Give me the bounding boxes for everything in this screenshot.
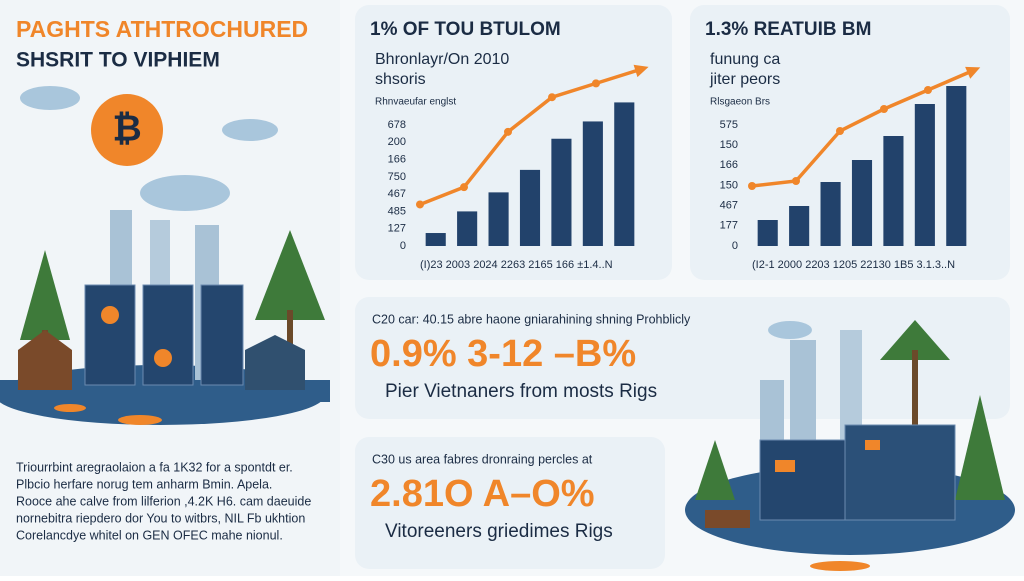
line-point bbox=[836, 127, 844, 135]
bar bbox=[851, 160, 873, 246]
cards: C20 car: 40.15 abre haone gniarahining s… bbox=[370, 312, 691, 542]
bar bbox=[582, 121, 603, 246]
header-subtitle: SHSRIT TO VIPHIEM bbox=[16, 49, 220, 72]
card-caption: C30 us area fabres dronraing percles at bbox=[372, 452, 593, 466]
chart-note: Rhnvaeufar englst bbox=[375, 97, 456, 108]
line-point bbox=[460, 183, 468, 192]
body-text: Triourrbint aregraolaion a fa 1K32 for a… bbox=[16, 460, 311, 542]
bar bbox=[820, 182, 841, 246]
line-point bbox=[880, 105, 888, 113]
card-text: Vitoreeners griedimes Rigs bbox=[385, 521, 613, 542]
card-text: Pier Vietnaners from mosts Rigs bbox=[385, 381, 657, 402]
header-title: PAGHTS ATHTROCHURED bbox=[16, 16, 308, 42]
card-stat: 2.81O A–O% bbox=[370, 473, 595, 515]
y-tick-label: 166 bbox=[388, 153, 406, 165]
bar bbox=[914, 104, 935, 246]
body-line: Corelancdye whitel on GEN OFEC mahe nion… bbox=[16, 528, 283, 542]
body-line: Rooce ahe calve from lilferion ,4.2K H6.… bbox=[16, 494, 311, 508]
y-tick-label: 0 bbox=[732, 240, 738, 252]
trend-line bbox=[751, 69, 973, 188]
chart-subtitle: funung ca bbox=[710, 51, 780, 68]
line-point bbox=[416, 200, 424, 209]
y-tick-label: 200 bbox=[388, 136, 406, 148]
line-point bbox=[592, 79, 600, 88]
trend-line bbox=[419, 67, 641, 207]
line-point bbox=[748, 182, 756, 190]
bar bbox=[425, 233, 446, 246]
y-tick-label: 0 bbox=[400, 240, 406, 252]
card-stat: 0.9% 3-12 –B% bbox=[370, 333, 636, 375]
y-tick-label: 750 bbox=[388, 171, 406, 183]
y-tick-label: 678 bbox=[388, 119, 406, 131]
chart-title: 1% OF TOU BTULOM bbox=[370, 19, 561, 40]
line-point bbox=[792, 177, 800, 185]
y-tick-label: 150 bbox=[720, 139, 738, 151]
y-tick-label: 127 bbox=[388, 223, 406, 235]
y-tick-label: 485 bbox=[388, 205, 406, 217]
bar bbox=[883, 136, 904, 246]
x-axis-label: (I2-1 2000 2203 1205 22130 1В5 3.1.3..N bbox=[752, 259, 955, 271]
y-tick-label: 150 bbox=[720, 179, 738, 191]
y-tick-label: 575 bbox=[720, 119, 738, 131]
y-tick-label: 467 bbox=[720, 200, 738, 212]
card-caption: C20 car: 40.15 abre haone gniarahining s… bbox=[372, 312, 691, 326]
bar bbox=[488, 192, 509, 246]
y-tick-label: 166 bbox=[720, 159, 738, 171]
charts: 1% OF TOU BTULOM Bhronlayr/On 2010 shsoris… bbox=[370, 19, 981, 271]
chart-note: Rlsgaeon Brs bbox=[710, 97, 770, 108]
chart-title: 1.3% REATUIB BM bbox=[705, 19, 871, 40]
chart-subtitle: shsoris bbox=[375, 71, 426, 88]
body-line: nornebitra riepdero dor You to witbrs, N… bbox=[16, 511, 305, 525]
chart-subtitle: jiter peors bbox=[709, 71, 780, 88]
illustration bbox=[685, 320, 1015, 571]
bar bbox=[946, 86, 967, 246]
bar bbox=[457, 211, 478, 246]
body-line: Plbcio herfare norug tem anharm Bmin. Ap… bbox=[16, 477, 272, 491]
bar bbox=[789, 206, 810, 246]
x-axis-label: (I)23 2003 2024 2263 2165 166 ±1.4..N bbox=[420, 259, 613, 271]
y-tick-label: 467 bbox=[388, 188, 406, 200]
line-point bbox=[548, 93, 556, 102]
y-tick-label: 177 bbox=[720, 220, 738, 232]
bar bbox=[519, 169, 541, 246]
bar bbox=[614, 102, 635, 246]
chart-subtitle: Bhronlayr/On 2010 bbox=[375, 51, 509, 68]
line-point bbox=[504, 127, 512, 136]
line-point bbox=[924, 86, 932, 94]
arrow-head bbox=[965, 66, 981, 79]
illustration: ₿ bbox=[0, 86, 330, 425]
bar bbox=[757, 220, 778, 246]
body-line: Triourrbint aregraolaion a fa 1K32 for a… bbox=[16, 460, 293, 474]
arrow-head bbox=[633, 64, 649, 78]
stat-card bbox=[355, 437, 665, 569]
svg-text:₿: ₿ bbox=[112, 108, 141, 149]
bar bbox=[551, 138, 572, 246]
